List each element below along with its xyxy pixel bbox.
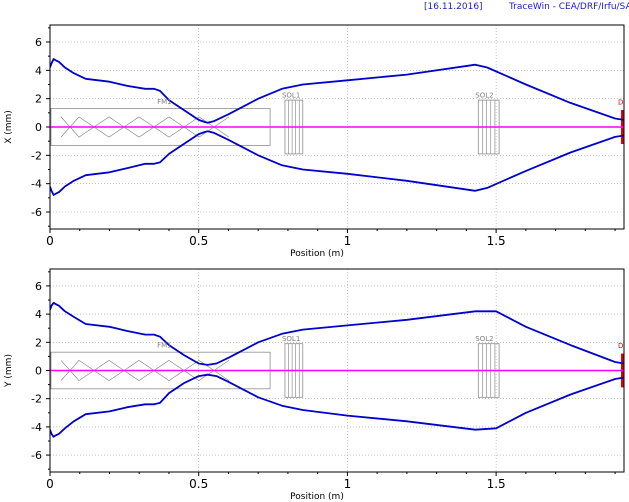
element-label: D	[618, 98, 623, 106]
tick-label-y: 2	[35, 336, 42, 349]
series-envelope-lower	[50, 130, 624, 196]
element-label: SOL1	[282, 335, 300, 343]
tick-label-y: 4	[35, 308, 42, 321]
panel-x: 6 4 2 0 -2 -4 -6 0 0.5 1 1.5 Position (m) X (mm) FM1 S…	[4, 24, 625, 259]
element-label: SOL2	[475, 335, 493, 343]
element-label: FM1	[157, 341, 172, 349]
series-envelope-lower	[50, 373, 624, 438]
tick-label-x: 0.5	[189, 234, 208, 248]
tick-label-y: -4	[31, 178, 42, 191]
plot-border	[49, 24, 625, 230]
tick-label-y: 6	[35, 280, 42, 293]
element-label: SOL2	[475, 91, 493, 99]
element-label: D	[618, 342, 623, 350]
tick-label-x: 1	[344, 477, 352, 491]
fm1-pattern	[60, 116, 230, 138]
tick-label-y: -4	[31, 421, 42, 434]
tick-label-x: 0	[46, 234, 54, 248]
series-envelope-upper	[50, 301, 624, 366]
tick-label-y: -2	[31, 149, 42, 162]
element-label: SOL1	[282, 91, 300, 99]
tick-label-y: 2	[35, 93, 42, 106]
tick-label-x: 1	[344, 234, 352, 248]
data-layer	[50, 301, 624, 438]
tick-label-y: 4	[35, 64, 42, 77]
tick-label-x: 1.5	[487, 477, 506, 491]
y-axis-label: Y (mm)	[4, 354, 14, 388]
tick-label-y: -6	[31, 449, 42, 462]
fm1-pattern	[60, 116, 230, 138]
tick-label-x: 0.5	[189, 477, 208, 491]
x-axis-label: Position (m)	[290, 249, 344, 259]
header-date: [16.11.2016]	[424, 2, 483, 12]
plot-border	[49, 268, 625, 473]
tick-label-x: 0	[46, 477, 54, 491]
tick-label-y: 0	[35, 121, 42, 134]
x-axis-label: Position (m)	[290, 492, 344, 502]
header-software: TraceWin - CEA/DRF/Irfu/SACM	[509, 2, 629, 12]
series-envelope-upper	[50, 58, 624, 124]
tick-label-y: -6	[31, 206, 42, 219]
fm1-pattern	[60, 360, 230, 381]
tick-label-x: 1.5	[487, 234, 506, 248]
element-label: FM1	[157, 98, 172, 106]
tick-label-y: 0	[35, 365, 42, 378]
panel-y: 6 4 2 0 -2 -4 -6 0 0.5 1 1.5 Position (m) Y (mm) FM1 S…	[4, 268, 625, 502]
data-layer	[50, 58, 624, 196]
y-axis-label: X (mm)	[4, 110, 14, 144]
tick-label-y: 6	[35, 36, 42, 49]
fm1-pattern	[60, 360, 230, 381]
tick-label-y: -2	[31, 393, 42, 406]
